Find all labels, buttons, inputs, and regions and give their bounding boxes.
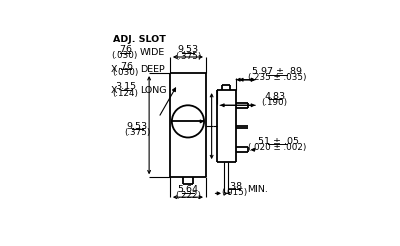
Text: (.124): (.124) [112,89,138,98]
Text: .76: .76 [117,45,132,54]
Text: (.235 ± .035): (.235 ± .035) [248,73,306,82]
Text: 3.15: 3.15 [115,82,136,92]
Text: (.375): (.375) [124,128,150,137]
Text: (.375): (.375) [175,52,201,61]
Text: (.015): (.015) [221,188,248,197]
Text: (.020 ± .002): (.020 ± .002) [248,143,306,152]
Text: X: X [111,86,117,95]
Text: 5.97 ± .89: 5.97 ± .89 [252,67,302,76]
Text: (.030): (.030) [112,68,139,77]
Text: WIDE: WIDE [140,48,165,57]
Text: DEEP: DEEP [140,65,165,74]
Text: LONG: LONG [140,86,167,95]
Text: .51 ± .05: .51 ± .05 [255,137,299,146]
Text: MIN.: MIN. [247,185,268,194]
Text: X: X [111,65,117,74]
Text: (.190): (.190) [262,98,288,107]
Text: 9.53: 9.53 [127,122,148,131]
Text: 4.83: 4.83 [264,92,285,101]
Text: (.030): (.030) [111,51,138,60]
Text: .38: .38 [227,182,242,191]
Text: .76: .76 [118,62,133,71]
Text: 9.53: 9.53 [177,45,198,54]
Text: (.222): (.222) [175,191,201,200]
Text: 5.64: 5.64 [178,185,198,194]
Text: ADJ. SLOT: ADJ. SLOT [113,35,166,45]
